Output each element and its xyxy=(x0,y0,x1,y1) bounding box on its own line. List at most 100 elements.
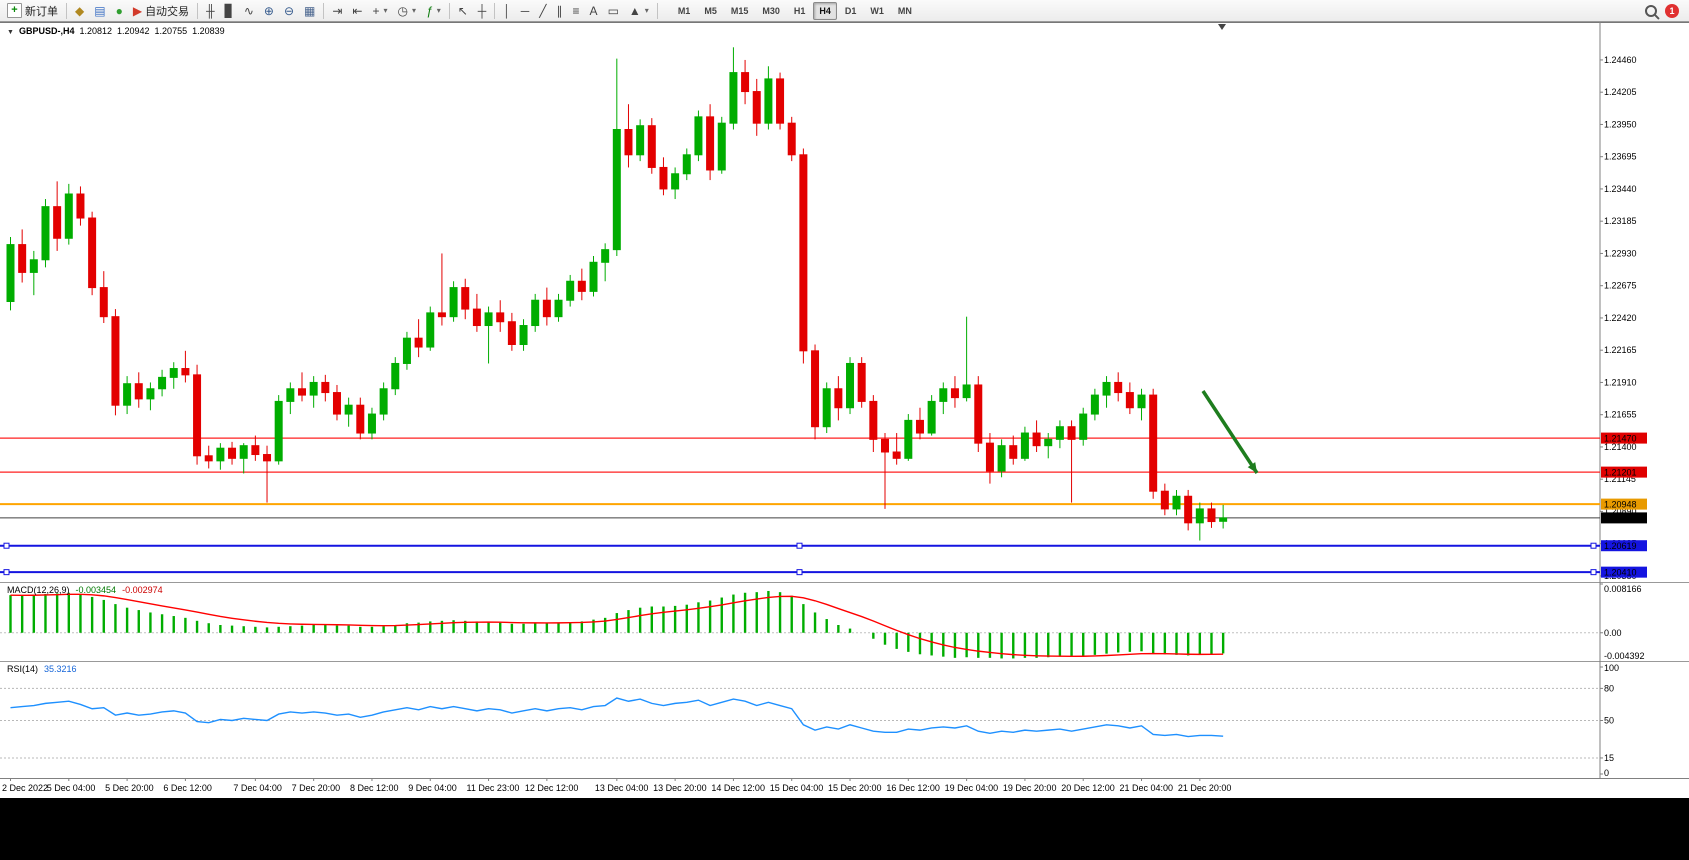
svg-text:100: 100 xyxy=(1604,663,1619,673)
svg-text:1.21910: 1.21910 xyxy=(1604,377,1637,387)
price-badge xyxy=(1601,512,1647,524)
price-chart-canvas[interactable]: 1.24460 1.24205 1.23950 1.23695 1.23440 1.231… xyxy=(0,22,1689,582)
trend-arrow[interactable] xyxy=(1201,390,1259,474)
toolbar-button-group: + 新订单 ◆ ▤ ● ▶ 自动交易 ╫ ▊ ∿ ⊕ ⊖ ▦ ⇥ ⇤ + ▾ ◷ ▾ ƒ ▾ ↖ ┼ │ ─ ╱ ∥ ≡ A ▭ ▲ ▾ xyxy=(2,0,661,21)
timeframe-m15-button[interactable]: M15 xyxy=(730,5,749,16)
dropdown-caret-icon: ▾ xyxy=(411,6,416,15)
svg-text:1.22165: 1.22165 xyxy=(1604,345,1637,355)
chart-shift-marker[interactable] xyxy=(1218,24,1226,30)
hline-handle[interactable] xyxy=(796,569,803,576)
price-badge xyxy=(1601,498,1647,510)
svg-text:0.008166: 0.008166 xyxy=(1604,584,1642,594)
search-icon[interactable] xyxy=(1645,4,1657,17)
auto-scroll-icon: ⇥ xyxy=(332,3,343,18)
toolbar-separator xyxy=(494,2,496,19)
timeframe-h4-button[interactable]: H4 xyxy=(813,1,837,20)
timeframe-m1-button[interactable]: M1 xyxy=(677,5,691,16)
svg-text:1.20619: 1.20619 xyxy=(1604,541,1637,551)
macd-signal-value: -0.002974 xyxy=(122,585,163,595)
svg-text:1.21470: 1.21470 xyxy=(1604,434,1637,444)
new-order-button[interactable]: + 新订单 xyxy=(2,1,63,21)
autotrading-button-label: 自动交易 xyxy=(145,5,190,18)
hline-handle[interactable] xyxy=(796,542,803,549)
hline-handle[interactable] xyxy=(1590,569,1597,576)
timeframe-m5-button[interactable]: M5 xyxy=(704,5,717,16)
history-center-button[interactable]: ● xyxy=(111,1,128,21)
line-chart-icon: ∿ xyxy=(243,3,254,18)
hline-handle[interactable] xyxy=(3,542,10,549)
notification-badge[interactable]: 1 xyxy=(1665,3,1679,18)
rsi-name: RSI(14) xyxy=(7,664,39,674)
time-axis-label: 6 Dec 12:00 xyxy=(163,783,212,793)
tile-windows-button[interactable]: ▦ xyxy=(299,1,320,21)
svg-text:1.23440: 1.23440 xyxy=(1604,184,1637,194)
macd-name: MACD(12,26,9) xyxy=(7,585,70,595)
charts-button[interactable]: ◆ xyxy=(70,1,89,21)
crosshair-button[interactable]: ┼ xyxy=(473,1,492,21)
candlestick-button[interactable]: ▊ xyxy=(220,1,239,21)
dropdown-caret-icon: ▾ xyxy=(436,6,441,15)
symbol-dropdown-icon[interactable] xyxy=(7,26,14,36)
chart-shift-button[interactable]: ⇤ xyxy=(347,1,367,21)
channel-button[interactable]: ∥ xyxy=(552,1,568,21)
label-icon: ▭ xyxy=(607,3,619,18)
new-chart-button[interactable]: + ▾ xyxy=(367,1,392,21)
data-window-button[interactable]: ▤ xyxy=(89,1,110,21)
vertical-line-button[interactable]: │ xyxy=(498,1,516,21)
channel-icon: ∥ xyxy=(556,3,563,18)
fibonacci-button[interactable]: ≡ xyxy=(568,1,585,21)
hline-handle[interactable] xyxy=(1590,542,1597,549)
toolbar-separator xyxy=(448,2,450,19)
auto-scroll-button[interactable]: ⇥ xyxy=(327,1,347,21)
timeframe-h1-button[interactable]: H1 xyxy=(793,5,806,16)
timeframe-group: M1 M5 M15 M30 H1 H4 D1 W1 MN xyxy=(671,1,919,20)
price-badge xyxy=(1601,432,1647,444)
zoom-in-button[interactable]: ⊕ xyxy=(259,1,279,21)
svg-text:1.21655: 1.21655 xyxy=(1604,410,1637,420)
profiles-button[interactable]: ◷ ▾ xyxy=(393,1,422,21)
hline-handle[interactable] xyxy=(3,569,10,576)
macd-label: MACD(12,26,9) -0.003454 -0.002974 xyxy=(7,585,163,595)
bar-chart-button[interactable]: ╫ xyxy=(201,1,220,21)
text-button[interactable]: A xyxy=(585,1,603,21)
time-axis-label: 13 Dec 20:00 xyxy=(653,783,707,793)
trendline-button[interactable]: ╱ xyxy=(534,1,551,21)
svg-text:-0.004392: -0.004392 xyxy=(1604,651,1645,661)
rsi-indicator-pane[interactable]: 100 80 50 15 0 xyxy=(0,661,1689,778)
svg-text:1.23950: 1.23950 xyxy=(1604,119,1637,129)
svg-text:1.21400: 1.21400 xyxy=(1604,442,1637,452)
toolbar-right-group: 1 xyxy=(1645,3,1687,18)
time-axis-label: 8 Dec 12:00 xyxy=(350,783,399,793)
timeframe-d1-button[interactable]: D1 xyxy=(844,5,857,16)
zoom-out-icon: ⊖ xyxy=(283,3,294,18)
macd-indicator-pane[interactable]: 0.008166 0.00 -0.004392 xyxy=(0,582,1689,661)
macd-signal-line xyxy=(10,593,1224,657)
price-badge xyxy=(1601,566,1647,578)
text-icon: A xyxy=(589,3,598,18)
zoom-out-button[interactable]: ⊖ xyxy=(279,1,299,21)
horizontal-line-button[interactable]: ─ xyxy=(516,1,535,21)
indicators-button[interactable]: ƒ ▾ xyxy=(421,1,446,21)
svg-text:15: 15 xyxy=(1604,753,1614,763)
macd-histogram xyxy=(9,590,1225,659)
autotrading-button[interactable]: ▶ 自动交易 xyxy=(128,1,194,21)
line-chart-button[interactable]: ∿ xyxy=(239,1,259,21)
timeframe-w1-button[interactable]: W1 xyxy=(870,5,884,16)
label-button[interactable]: ▭ xyxy=(603,1,624,21)
candles-layer xyxy=(6,47,1228,541)
horizontal-line-icon: ─ xyxy=(520,3,530,18)
svg-text:1.21201: 1.21201 xyxy=(1604,468,1637,478)
ohlc-low: 1.20755 xyxy=(154,26,188,36)
shapes-button[interactable]: ▲ ▾ xyxy=(624,1,654,21)
timeframe-m30-button[interactable]: M30 xyxy=(762,5,780,16)
timeframe-mn-button[interactable]: MN xyxy=(897,5,912,16)
new-chart-icon: + xyxy=(372,3,380,18)
chart-area: 1.24460 1.24205 1.23950 1.23695 1.23440 1.231… xyxy=(0,22,1689,798)
crosshair-icon: ┼ xyxy=(477,3,487,18)
time-axis-label: 13 Dec 04:00 xyxy=(595,783,649,793)
time-axis-label: 5 Dec 20:00 xyxy=(105,783,154,793)
svg-text:1.22930: 1.22930 xyxy=(1604,248,1637,258)
svg-text:1.20890: 1.20890 xyxy=(1604,506,1637,516)
cursor-button[interactable]: ↖ xyxy=(453,1,473,21)
